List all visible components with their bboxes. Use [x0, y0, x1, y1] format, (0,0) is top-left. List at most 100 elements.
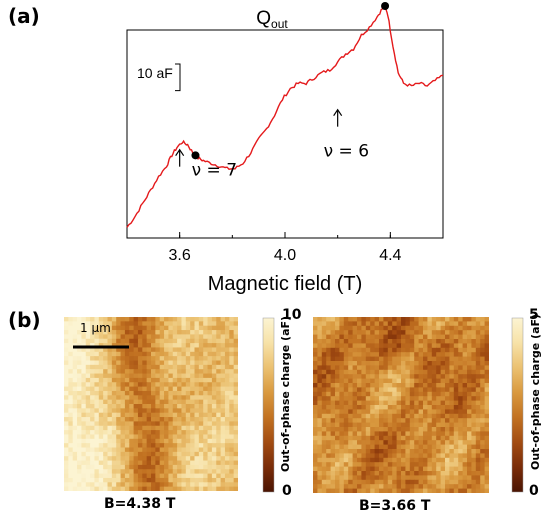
map-pixel [467, 422, 472, 428]
map-pixel [379, 453, 384, 459]
map-pixel [379, 462, 384, 468]
map-pixel [313, 365, 318, 371]
map-pixel [77, 447, 82, 453]
map-pixel [137, 386, 143, 392]
map-pixel [124, 382, 130, 388]
map-pixel [436, 457, 442, 463]
map-pixel [392, 418, 398, 424]
map-pixel [449, 317, 455, 322]
map-pixel [207, 321, 213, 327]
map-pixel [339, 343, 345, 349]
map-pixel [111, 434, 117, 440]
map-pixel [361, 418, 367, 424]
map-pixel [107, 421, 113, 427]
map-pixel [198, 364, 204, 370]
map-pixel [64, 486, 69, 491]
map-pixel [339, 453, 345, 459]
x-axis-label: Magnetic field (T) [208, 273, 363, 295]
map-pixel [211, 369, 217, 375]
map-pixel [94, 347, 100, 353]
map-pixel [361, 365, 367, 371]
map-pixel [181, 382, 187, 388]
map-pixel [445, 356, 450, 362]
map-pixel [365, 431, 371, 437]
map-pixel [172, 334, 178, 340]
map-pixel [365, 449, 371, 454]
map-pixel [64, 425, 69, 431]
map-pixel [330, 484, 336, 490]
map-pixel [116, 351, 122, 357]
map-pixel [383, 435, 389, 441]
map-pixel [339, 422, 345, 428]
map-pixel [409, 488, 415, 493]
map-pixel [431, 365, 437, 371]
map-pixel [111, 386, 117, 392]
map-pixel [440, 343, 446, 349]
map-pixel [120, 390, 126, 396]
map-pixel [146, 390, 152, 396]
map-pixel [155, 364, 161, 370]
map-pixel [467, 400, 472, 406]
map-pixel [348, 396, 354, 402]
map-pixel [405, 400, 411, 406]
map-pixel [357, 422, 362, 428]
map-pixel [172, 417, 178, 422]
map-pixel [436, 453, 442, 459]
map-pixel [321, 409, 327, 415]
map-pixel [137, 373, 143, 379]
map-pixel [317, 457, 323, 463]
map-pixel [471, 418, 477, 424]
map-pixel [177, 473, 183, 479]
map-pixel [471, 435, 477, 441]
map-pixel [111, 486, 117, 491]
map-pixel [374, 365, 380, 371]
map-pixel [151, 399, 156, 405]
map-pixel [103, 399, 109, 405]
map-pixel [94, 373, 100, 379]
map-pixel [137, 456, 143, 462]
map-pixel [365, 339, 371, 344]
map-pixel [133, 330, 139, 335]
map-pixel [370, 475, 376, 481]
map-pixel [168, 443, 174, 449]
map-pixel [348, 325, 354, 331]
map-pixel [211, 447, 217, 453]
map-pixel [72, 382, 78, 388]
map-pixel [326, 413, 332, 419]
map-pixel [124, 360, 130, 366]
map-pixel [68, 482, 74, 488]
map-pixel [317, 347, 323, 353]
map-pixel [103, 451, 109, 457]
map-pixel [317, 409, 323, 415]
map-pixel [326, 361, 332, 366]
map-pixel [453, 317, 459, 322]
map-pixel [155, 460, 161, 466]
map-pixel [374, 427, 380, 432]
map-pixel [68, 473, 74, 479]
map-pixel [137, 443, 143, 449]
map-pixel [370, 418, 376, 424]
map-pixel [185, 447, 191, 453]
map-pixel [164, 417, 169, 422]
map-pixel [445, 396, 450, 402]
map-pixel [436, 356, 442, 362]
map-pixel [401, 321, 406, 327]
map-pixel [216, 443, 222, 449]
map-pixel [445, 431, 450, 437]
map-pixel [146, 386, 152, 392]
map-pixel [116, 334, 122, 340]
map-pixel [146, 460, 152, 466]
map-pixel [467, 391, 472, 397]
map-pixel [409, 325, 415, 331]
map-pixel [326, 431, 332, 437]
map-pixel [129, 434, 135, 440]
map-pixel [129, 317, 135, 322]
map-pixel [449, 365, 455, 371]
map-pixel [352, 431, 358, 437]
map-pixel [98, 321, 104, 327]
map-pixel [159, 317, 165, 322]
map-pixel [348, 475, 354, 481]
map-pixel [111, 482, 117, 488]
charge-map-4-38T [64, 317, 238, 491]
map-pixel [445, 334, 450, 340]
